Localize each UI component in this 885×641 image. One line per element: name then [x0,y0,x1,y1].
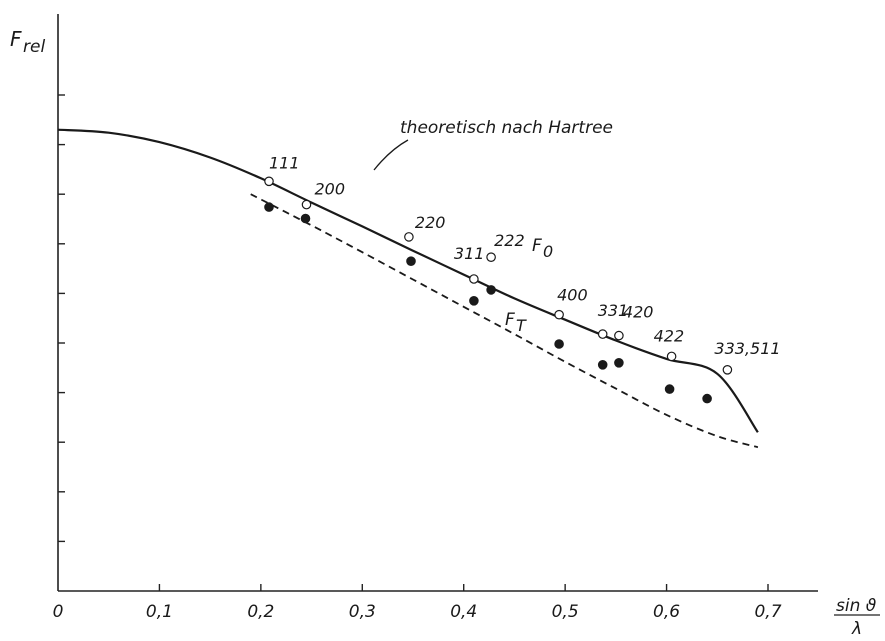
f0-point-0 [264,176,274,187]
point-label-420: 420 [623,303,654,322]
curves [57,128,759,449]
point-label-200: 200 [315,180,346,199]
point-label-311: 311 [454,244,485,263]
x-tick-label-0: 0 [53,602,64,622]
ft-point-1 [300,213,311,224]
point-label-422: 422 [654,326,685,345]
ft-point-7 [614,357,624,368]
f0-point-1 [301,199,312,210]
point-label-333-511: 333,511 [714,339,780,358]
ft-point-3 [469,295,479,306]
axes: 0 0,1 0,2 0,3 0,4 0,5 0,6 0,7 [53,14,880,622]
point-label-111: 111 [269,153,300,172]
x-tick-label-5: 0,5 [552,602,579,622]
hartree-annotation: theoretisch nach Hartree [400,118,613,138]
x-tick-label-6: 0,6 [653,602,680,622]
x-tick-label-3: 0,3 [349,602,376,622]
ft-curve-label: F [505,310,515,330]
ft-point-6 [597,359,608,370]
ft-point-2 [406,256,416,266]
x-tick-label-4: 0,4 [450,602,477,622]
y-axis-title: F [10,27,22,51]
point-label-222: 222 [494,231,525,250]
ft-dashed-curve [250,193,759,449]
x-tick-label-2: 0,2 [247,602,274,622]
ft-point-0 [264,202,274,212]
ft-point-5 [554,339,564,349]
f0-point-2 [404,232,414,242]
x-tick-label-1: 0,1 [146,602,173,622]
x-axis-title-denominator: λ [851,619,862,636]
f0-point-3 [469,274,479,284]
ft-point-9 [702,393,712,404]
point-label-331: 331 [598,301,629,320]
annotation-leader-line [373,139,409,171]
ft-point-8 [664,384,675,394]
f0-point-9 [722,364,733,375]
f0-point-7 [614,330,624,341]
point-label-400: 400 [557,286,588,305]
y-axis-title-subscript: rel [23,37,45,57]
f0-curve-label: F [532,236,542,256]
f0-theoretical-curve [57,128,759,433]
point-label-220: 220 [415,213,446,232]
f0-point-8 [666,351,677,362]
f0-point-4 [486,252,496,263]
labels: F rel sin ϑ λ theoretisch nach Hartree F… [10,27,877,639]
ft-point-4 [486,285,496,295]
f0-point-6 [597,329,608,339]
f0-curve-label-subscript: 0 [543,242,553,261]
data-points [264,176,733,404]
x-tick-label-7: 0,7 [754,602,781,622]
ft-curve-label-subscript: T [516,316,527,335]
x-axis-title-numerator: sin ϑ [836,596,877,616]
f0-point-5 [554,309,564,320]
